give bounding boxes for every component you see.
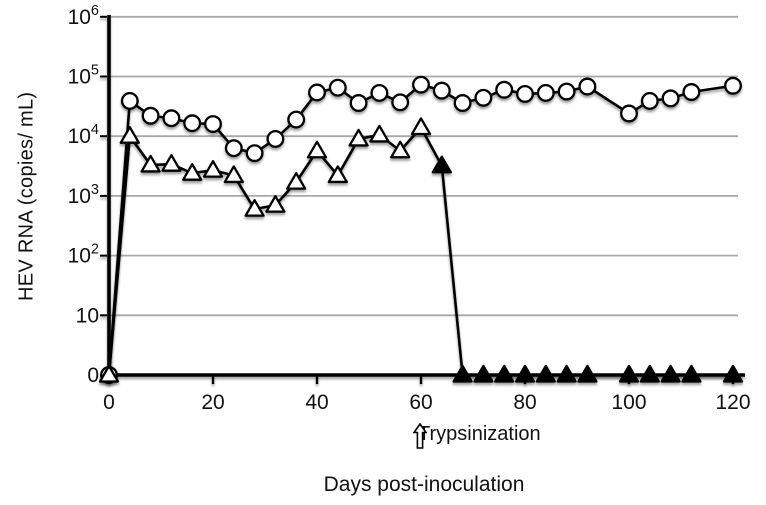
gridlines bbox=[109, 15, 738, 317]
circle-marker bbox=[453, 94, 472, 112]
x-axis-title: Days post-inoculation bbox=[323, 473, 525, 496]
circle-marker bbox=[328, 78, 347, 97]
circle-marker bbox=[287, 110, 306, 129]
circle-marker bbox=[432, 81, 451, 100]
open-triangle-marker bbox=[348, 128, 369, 147]
circle-marker bbox=[370, 84, 389, 102]
triangle-series bbox=[98, 117, 744, 383]
trypsinization-label: Trypsinization bbox=[418, 423, 541, 445]
open-triangle-marker bbox=[119, 126, 140, 144]
filled-triangle-marker bbox=[722, 364, 744, 383]
filled-triangle-marker bbox=[660, 364, 681, 383]
filled-triangle-marker bbox=[639, 364, 660, 383]
circle-marker bbox=[474, 88, 493, 107]
circle-marker bbox=[495, 80, 514, 99]
circle-marker bbox=[141, 106, 160, 125]
axes bbox=[100, 15, 745, 384]
circle-marker bbox=[204, 115, 222, 133]
open-triangle-marker bbox=[140, 154, 161, 173]
open-triangle-marker bbox=[161, 154, 182, 172]
circle-marker bbox=[578, 77, 597, 96]
filled-triangle-marker bbox=[577, 364, 598, 383]
circle-marker bbox=[391, 93, 410, 112]
x-tick-label: 100 bbox=[611, 391, 646, 414]
filled-triangle-marker bbox=[473, 364, 494, 383]
circle-marker bbox=[412, 75, 430, 94]
filled-triangle-marker bbox=[681, 364, 702, 383]
open-triangle-marker bbox=[369, 124, 390, 143]
filled-triangle-marker bbox=[556, 364, 577, 383]
circle-marker bbox=[308, 83, 326, 102]
circle-marker bbox=[557, 82, 576, 101]
open-triangle-marker bbox=[98, 364, 120, 383]
circle-marker bbox=[516, 85, 534, 103]
circle-marker bbox=[661, 89, 680, 108]
circle-marker bbox=[266, 129, 285, 148]
x-tick-label: 0 bbox=[103, 391, 115, 414]
open-triangle-marker bbox=[286, 171, 307, 190]
circle-marker bbox=[640, 91, 659, 110]
circle-marker bbox=[245, 144, 264, 163]
x-tick-label: 60 bbox=[409, 391, 432, 414]
tick-labels: 0 10 102 103 104 105 106 0 20 40 60 80 100 120 bbox=[68, 3, 751, 414]
circle-marker bbox=[682, 83, 701, 101]
open-triangle-marker bbox=[202, 159, 224, 178]
filled-triangle-marker bbox=[431, 155, 452, 174]
y-tick-label: 10 bbox=[76, 304, 99, 327]
open-triangle-marker bbox=[265, 194, 286, 213]
circle-marker bbox=[536, 84, 555, 102]
open-triangle-marker bbox=[244, 198, 265, 217]
y-tick-label: 103 bbox=[68, 182, 99, 208]
x-tick-label: 20 bbox=[201, 391, 224, 414]
circle-marker bbox=[620, 104, 638, 123]
filled-triangle-marker bbox=[618, 364, 640, 383]
open-triangle-marker bbox=[410, 117, 432, 136]
filled-triangle-marker bbox=[514, 364, 536, 383]
open-triangle-marker bbox=[182, 163, 203, 181]
filled-triangle-marker bbox=[452, 364, 473, 383]
y-tick-label: 0 bbox=[87, 364, 99, 387]
circle-marker bbox=[724, 76, 742, 95]
y-tick-label: 106 bbox=[68, 3, 99, 29]
y-tick-label: 105 bbox=[68, 63, 99, 89]
trypsinization-annotation: Trypsinization bbox=[413, 423, 541, 449]
circle-marker bbox=[183, 114, 202, 133]
filled-triangle-marker bbox=[494, 364, 515, 383]
x-tick-label: 120 bbox=[715, 391, 750, 414]
x-tick-label: 40 bbox=[305, 391, 328, 414]
open-triangle-marker bbox=[327, 165, 348, 184]
x-tick-label: 80 bbox=[513, 391, 536, 414]
circle-marker bbox=[349, 94, 368, 112]
circle-marker bbox=[224, 139, 243, 158]
filled-triangle-marker bbox=[535, 364, 556, 383]
circle-marker bbox=[120, 91, 139, 110]
open-triangle-marker bbox=[306, 140, 328, 159]
open-triangle-marker bbox=[223, 165, 244, 184]
y-tick-label: 102 bbox=[68, 242, 99, 268]
triangle-series-line bbox=[107, 126, 733, 377]
open-triangle-marker bbox=[390, 140, 411, 159]
circle-marker bbox=[162, 109, 181, 128]
y-tick-label: 104 bbox=[68, 122, 99, 148]
